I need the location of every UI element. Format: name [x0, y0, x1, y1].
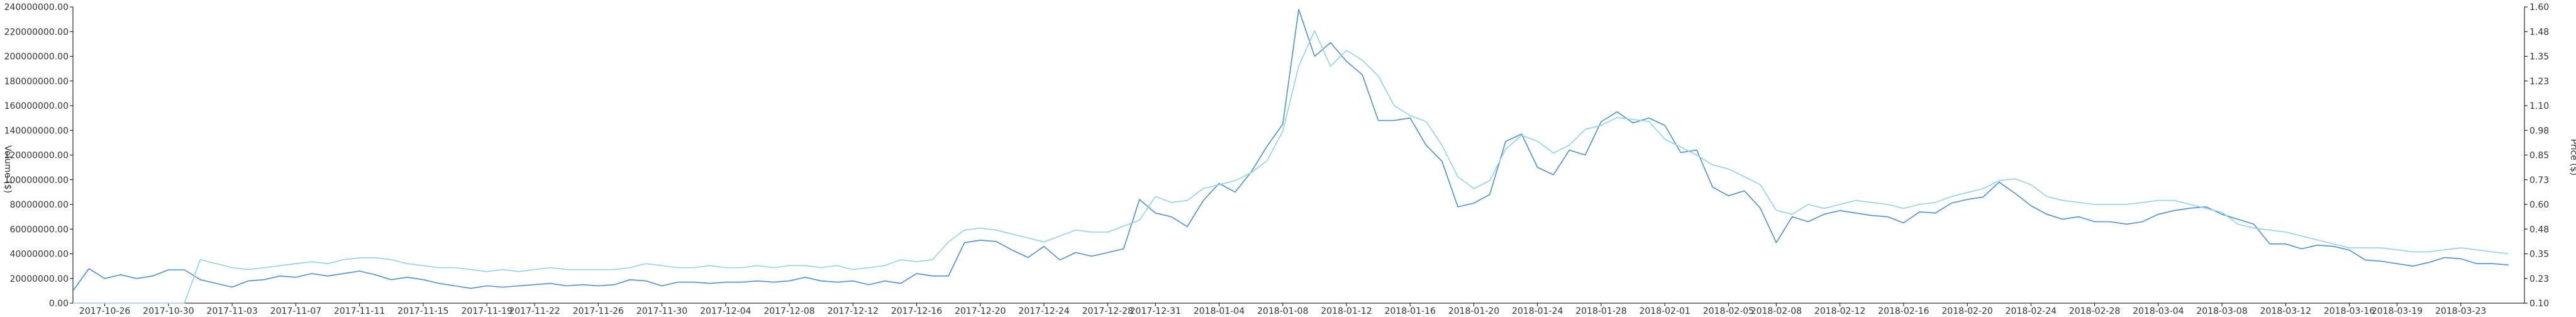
x-tick-label: 2018-02-24 [2006, 306, 2057, 314]
y-right-tick-label: 1.10 [2529, 101, 2549, 111]
x-tick-label: 2017-11-03 [206, 306, 257, 314]
y-left-tick-label: 140000000.00 [4, 126, 69, 136]
y-left-tick-label: 180000000.00 [4, 77, 69, 87]
y-left-tick-label: 20000000.00 [9, 274, 69, 284]
x-tick-label: 2018-01-12 [1321, 306, 1372, 314]
y-left-tick-label: 200000000.00 [4, 52, 69, 62]
y-axis-left-title: Volume ($) [3, 145, 13, 193]
y-right-tick-label: 0.48 [2529, 225, 2549, 235]
price-series-line [73, 30, 2509, 304]
volume-series-line [72, 9, 2509, 291]
x-tick-label: 2018-02-05 [1703, 306, 1754, 314]
x-tick-label: 2018-03-12 [2260, 306, 2311, 314]
x-tick-label: 2018-01-24 [1512, 306, 1563, 314]
x-tick-label: 2018-02-20 [1941, 306, 1992, 314]
x-tick-label: 2018-03-04 [2133, 306, 2184, 314]
x-tick-label: 2017-11-15 [397, 306, 448, 314]
x-tick-label: 2017-12-20 [955, 306, 1006, 314]
x-tick-label: 2017-12-31 [1130, 306, 1181, 314]
y-left-tick-label: 240000000.00 [4, 3, 69, 13]
x-tick-label: 2018-01-16 [1384, 306, 1435, 314]
x-tick-label: 2017-10-30 [143, 306, 194, 314]
x-tick-label: 2018-03-16 [2324, 306, 2375, 314]
axes: 0.00 20000000.00 40000000.00 60000000.00 800… [4, 3, 2550, 316]
y-left-tick-label: 120000000.00 [4, 151, 69, 161]
x-tick-label: 2017-10-26 [79, 306, 130, 314]
x-tick-label: 2017-12-16 [891, 306, 942, 314]
y-right-tick-label: 0.10 [2529, 299, 2549, 309]
x-tick-label: 2017-11-07 [270, 306, 321, 314]
x-tick-label: 2018-03-19 [2372, 306, 2423, 314]
x-tick-label: 2017-12-28 [1082, 306, 1133, 314]
x-tick-label: 2017-11-22 [509, 306, 560, 314]
y-left-tick-label: 100000000.00 [4, 175, 69, 186]
y-right-tick-label: 1.35 [2529, 52, 2549, 62]
y-left-tick-label: 60000000.00 [9, 225, 69, 235]
x-tick-label: 2018-03-08 [2196, 306, 2247, 314]
x-tick-label: 2018-02-01 [1639, 306, 1690, 314]
x-tick-label: 2017-11-11 [334, 306, 385, 314]
x-tick-label: 2018-01-08 [1257, 306, 1308, 314]
x-tick-label: 2018-02-16 [1878, 306, 1929, 314]
y-right-tick-label: 0.73 [2529, 175, 2549, 186]
y-left-tick-label: 220000000.00 [4, 27, 69, 37]
y-right-tick-label: 0.85 [2529, 151, 2549, 161]
x-tick-label: 2018-01-28 [1575, 306, 1626, 314]
y-right-tick-label: 0.98 [2529, 126, 2549, 136]
y-right-tick-label: 1.48 [2529, 27, 2549, 37]
x-tick-label: 2017-11-30 [636, 306, 687, 314]
y-right-tick-label: 1.23 [2529, 77, 2549, 87]
y-axis-right-title: Price ($) [2568, 139, 2576, 175]
x-tick-label: 2018-02-12 [1814, 306, 1865, 314]
y-left-tick-label: 160000000.00 [4, 101, 69, 111]
x-tick-label: 2018-02-08 [1751, 306, 1802, 314]
x-tick-label: 2017-11-26 [573, 306, 624, 314]
series-layer [72, 9, 2509, 304]
x-tick-label: 2017-12-12 [828, 306, 879, 314]
y-left-tick-label: 80000000.00 [9, 200, 69, 210]
y-right-tick-label: 0.23 [2529, 274, 2549, 284]
x-tick-label: 2018-03-23 [2435, 306, 2486, 314]
x-tick-label: 2018-02-28 [2069, 306, 2120, 314]
y-right-tick-label: 1.60 [2529, 3, 2549, 13]
y-left-tick-label: 0.00 [49, 299, 69, 309]
y-right-tick-label: 0.60 [2529, 200, 2549, 210]
y-right-tick-label: 0.35 [2529, 250, 2549, 260]
x-tick-label: 2018-01-20 [1448, 306, 1499, 314]
x-tick-label: 2017-11-19 [461, 306, 512, 314]
y-left-tick-label: 40000000.00 [9, 250, 69, 260]
x-tick-label: 2018-01-04 [1194, 306, 1245, 314]
x-tick-label: 2017-12-08 [763, 306, 814, 314]
x-tick-label: 2017-12-04 [700, 306, 751, 314]
x-tick-label: 2017-12-24 [1018, 306, 1069, 314]
